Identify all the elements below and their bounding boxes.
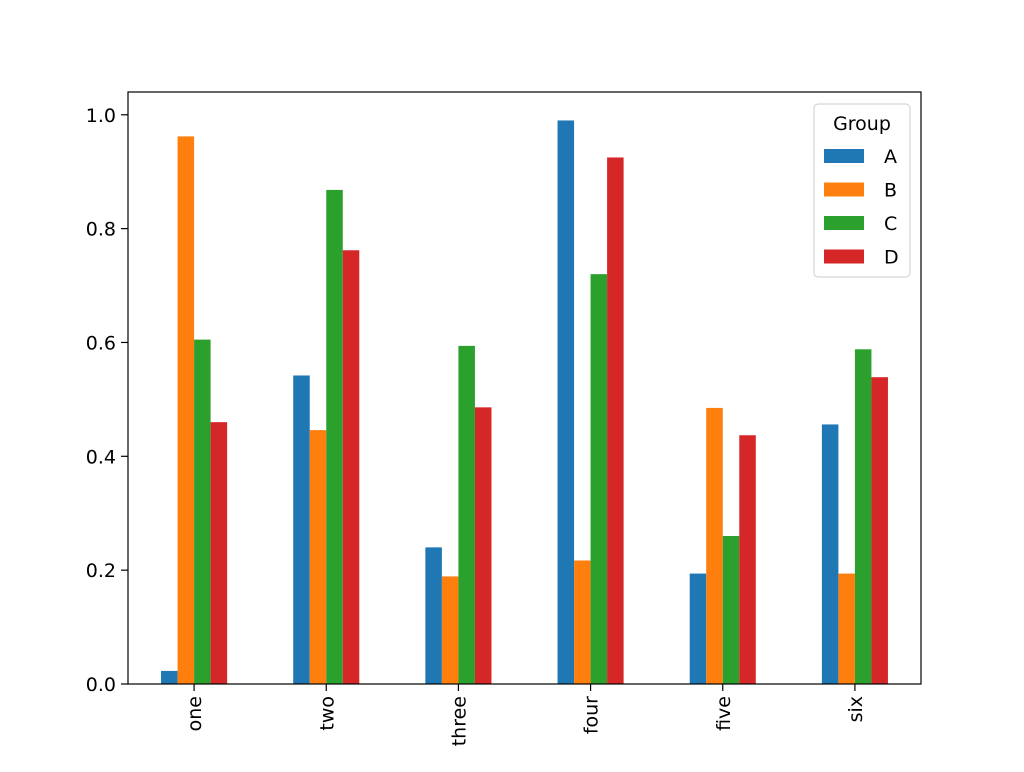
bar-C-five — [722, 536, 740, 684]
y-tick-label: 0.0 — [86, 674, 116, 696]
bar-B-two — [309, 430, 327, 684]
x-tick-label-three: three — [448, 696, 470, 746]
bar-B-four — [574, 560, 591, 684]
bar-D-two — [342, 250, 360, 684]
bar-D-four — [607, 157, 624, 684]
bar-C-four — [590, 274, 608, 684]
x-tick-label-two: two — [316, 696, 338, 731]
legend-title: Group — [833, 113, 891, 135]
bar-A-six — [821, 424, 839, 684]
legend-swatch-A — [824, 149, 864, 163]
y-tick-label: 0.8 — [86, 219, 116, 241]
bar-B-five — [706, 407, 723, 684]
bar-A-four — [557, 120, 575, 684]
bar-B-three — [441, 576, 459, 684]
bar-A-five — [689, 573, 707, 684]
bar-D-three — [474, 407, 492, 684]
plot-frame — [127, 91, 922, 685]
x-tick-label-one: one — [184, 696, 206, 731]
legend-label-B: B — [884, 180, 897, 202]
legend-swatch-D — [824, 249, 864, 264]
x-tick-label-five: five — [713, 696, 735, 731]
x-tick-label-four: four — [581, 696, 603, 734]
bar-C-one — [194, 339, 211, 684]
bar-D-six — [871, 377, 888, 684]
bar-B-six — [838, 573, 855, 684]
x-tick-label-six: six — [845, 696, 867, 722]
bar-D-five — [739, 435, 756, 684]
y-tick-label: 0.4 — [86, 446, 116, 468]
y-tick-label: 0.2 — [86, 560, 116, 582]
x-axis: one two three four five six — [184, 684, 867, 746]
y-tick-label: 0.6 — [86, 332, 116, 354]
bar-A-three — [425, 547, 442, 684]
legend-label-A: A — [884, 146, 897, 168]
bar-C-three — [458, 345, 475, 684]
bar-D-one — [210, 422, 228, 684]
y-axis: 0.0 0.2 0.4 0.6 0.8 1.0 — [86, 105, 128, 696]
legend-label-C: C — [884, 213, 897, 235]
y-tick-label: 1.0 — [86, 105, 116, 127]
bar-C-six — [854, 349, 872, 684]
legend-label-D: D — [884, 247, 899, 269]
legend-swatch-C — [824, 216, 864, 230]
bars-layer — [161, 120, 888, 684]
plot-area — [128, 92, 921, 684]
legend-swatch-B — [824, 182, 864, 197]
bar-B-one — [177, 136, 195, 684]
bar-C-two — [326, 189, 343, 684]
bar-A-two — [293, 375, 310, 684]
bar-A-one — [161, 670, 178, 684]
